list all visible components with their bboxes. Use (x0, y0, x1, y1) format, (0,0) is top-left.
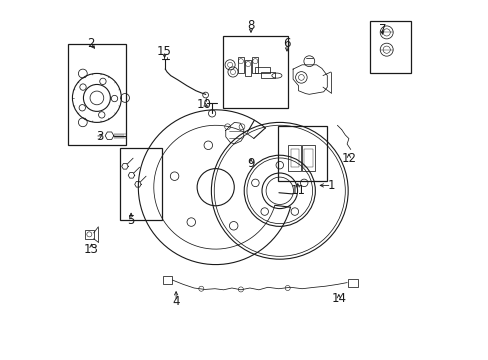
Text: 2: 2 (86, 37, 94, 50)
Bar (223, 36, 288, 108)
Text: 11: 11 (290, 184, 305, 197)
Bar (84, 230, 94, 239)
Text: 5: 5 (127, 214, 135, 227)
Text: 8: 8 (247, 19, 254, 32)
Bar (260, 72, 275, 78)
Bar (369, 21, 410, 73)
Bar (347, 279, 357, 287)
Bar (288, 145, 301, 171)
Text: 3: 3 (96, 130, 103, 143)
Bar (277, 126, 326, 181)
Bar (252, 57, 258, 73)
Text: 10: 10 (196, 98, 211, 111)
Bar (163, 276, 172, 284)
Text: 12: 12 (341, 152, 356, 165)
Bar (255, 67, 269, 73)
Bar (290, 149, 299, 167)
Text: 7: 7 (378, 23, 386, 36)
Text: 13: 13 (84, 243, 99, 256)
Bar (238, 57, 244, 73)
Text: 15: 15 (157, 45, 172, 58)
Bar (302, 145, 314, 171)
Bar (304, 149, 312, 167)
Bar (120, 148, 162, 220)
Text: 6: 6 (283, 37, 290, 50)
Bar (68, 44, 125, 145)
Text: 4: 4 (172, 295, 180, 308)
Text: 1: 1 (327, 179, 335, 192)
Text: 14: 14 (331, 292, 346, 305)
Bar (244, 60, 250, 76)
Text: 9: 9 (247, 157, 254, 170)
